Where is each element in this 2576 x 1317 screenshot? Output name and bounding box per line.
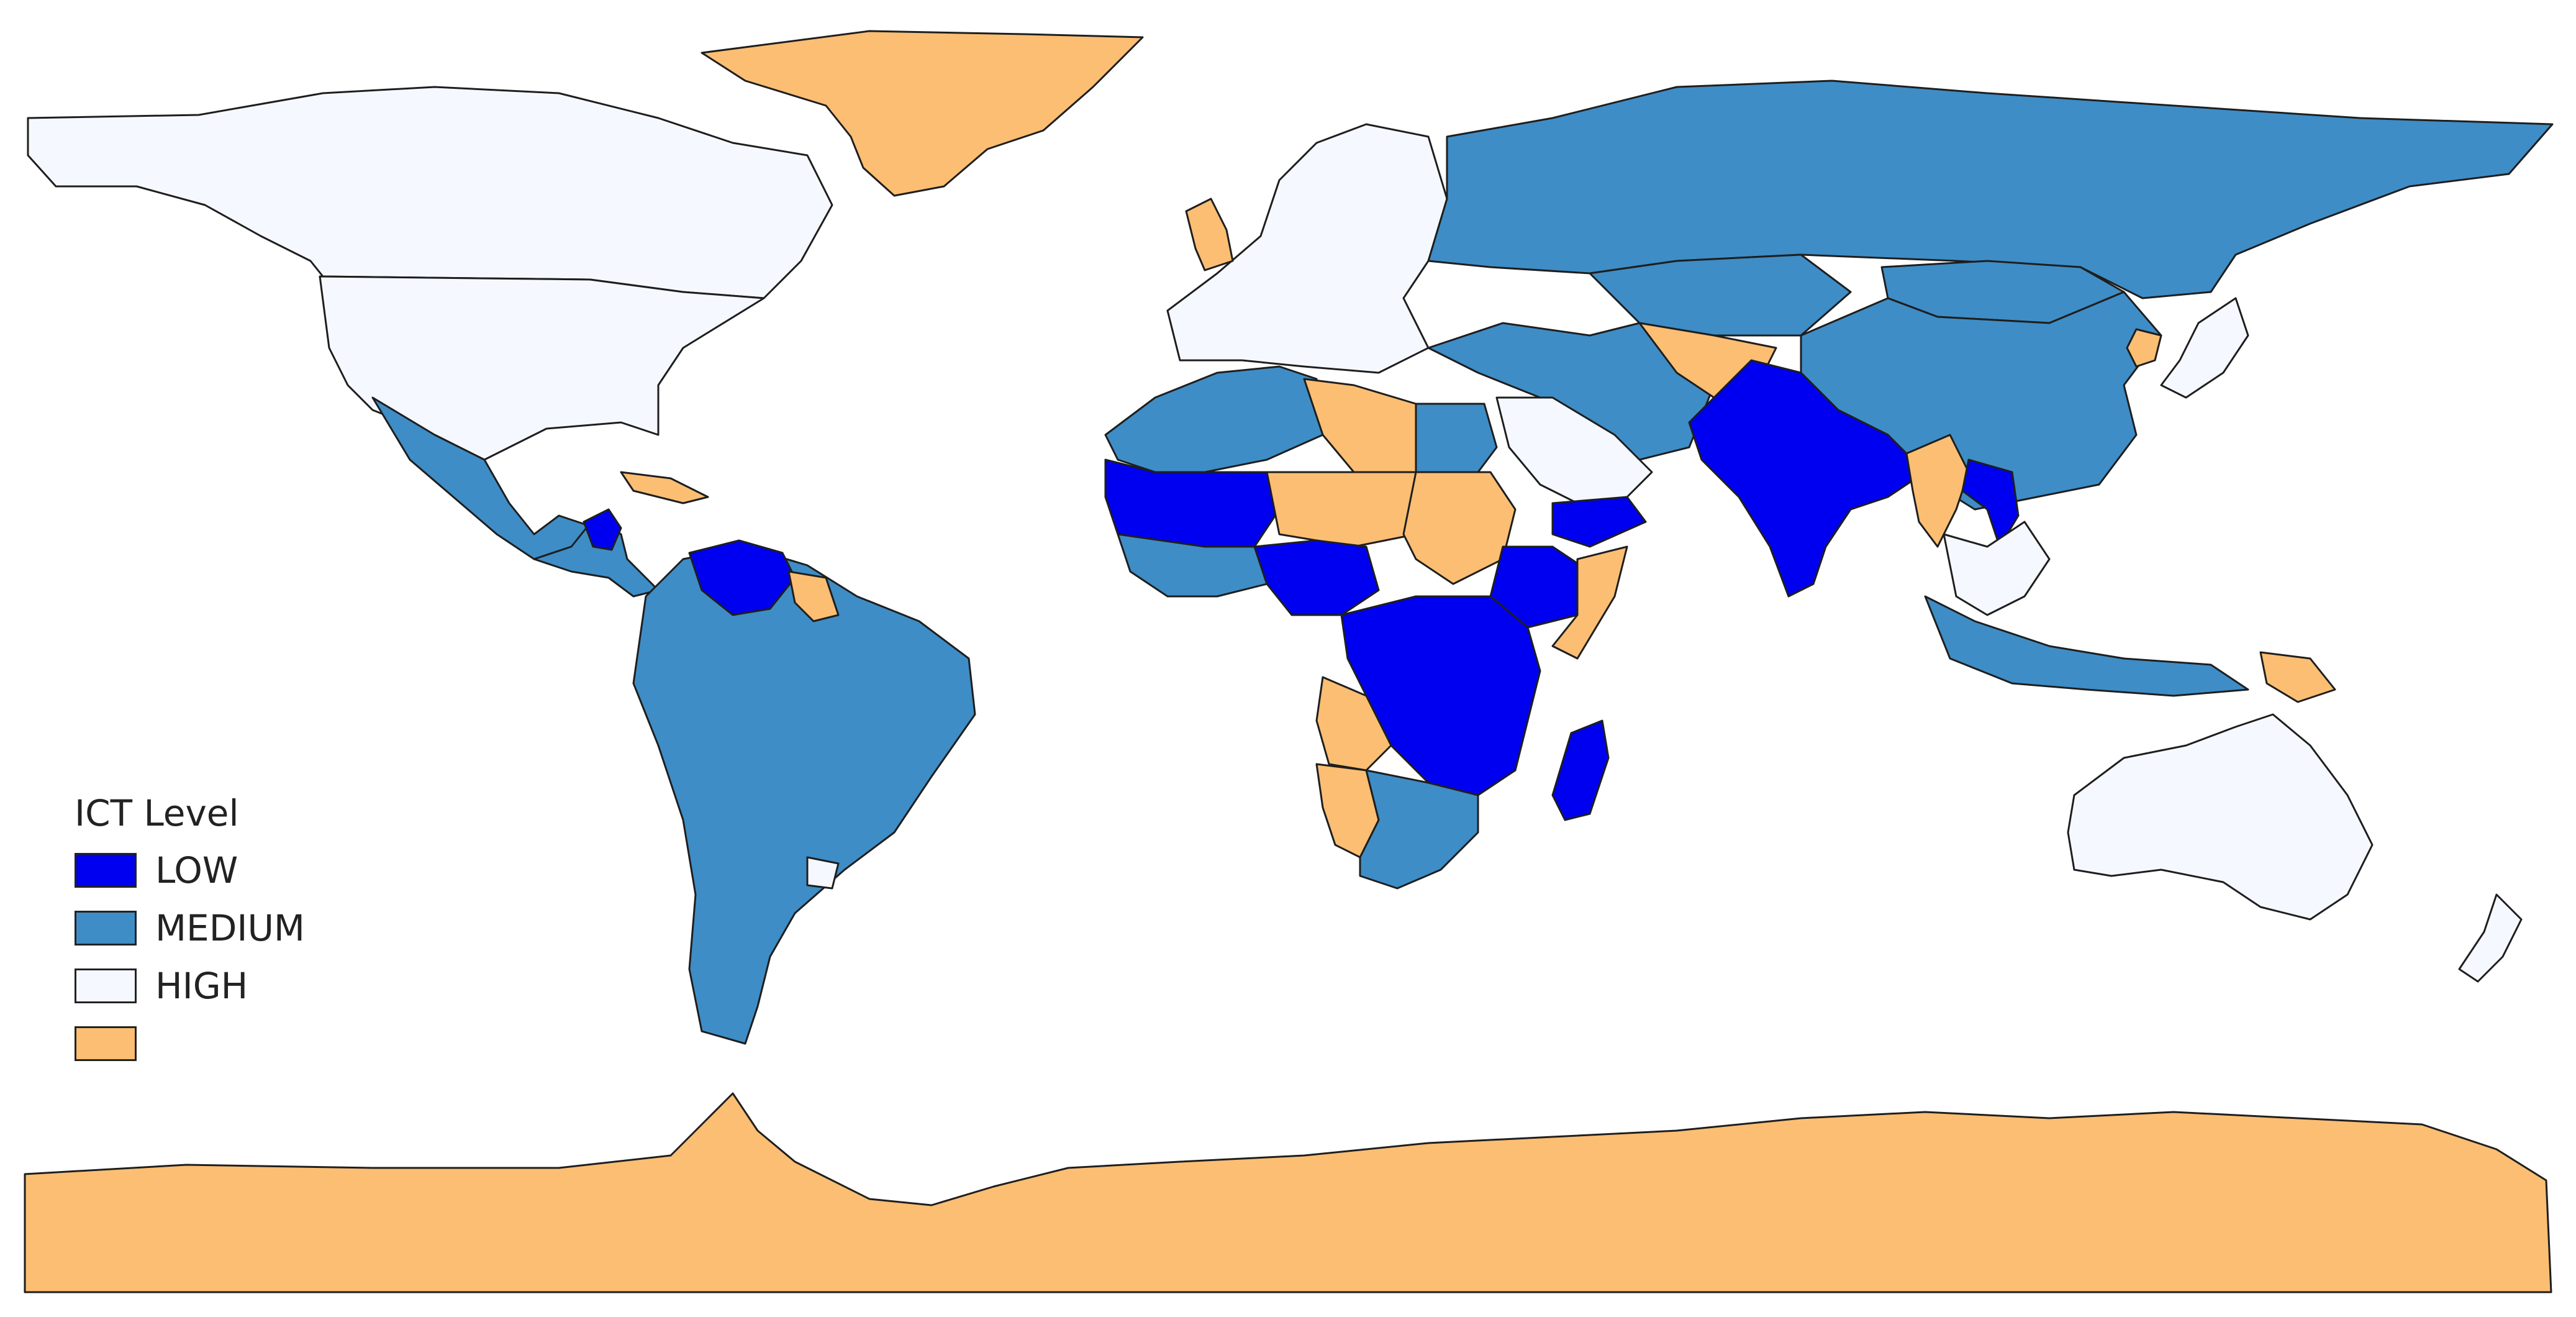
region-southern-africa bbox=[1359, 769, 1479, 890]
region-myanmar bbox=[1905, 434, 1970, 548]
region-guyana-suriname bbox=[787, 570, 840, 622]
legend-item-low: LOW bbox=[75, 848, 305, 893]
legend-label-low: LOW bbox=[155, 849, 238, 891]
region-south-asia bbox=[1688, 359, 1926, 598]
region-south-america bbox=[632, 545, 976, 1045]
legend-item-nodata bbox=[75, 1021, 305, 1066]
region-north-africa bbox=[1104, 365, 1324, 473]
region-new-zealand bbox=[2458, 893, 2523, 983]
region-venezuela bbox=[688, 539, 796, 616]
legend-swatch-medium bbox=[75, 911, 137, 946]
region-egypt bbox=[1415, 403, 1498, 473]
legend-swatch-low bbox=[75, 853, 137, 888]
legend-item-medium: MEDIUM bbox=[75, 906, 305, 950]
region-papua-new-guinea bbox=[2259, 651, 2336, 703]
region-nigeria bbox=[1253, 539, 1380, 616]
region-libya bbox=[1303, 378, 1417, 473]
region-kazakhstan bbox=[1589, 253, 1852, 337]
region-honduras bbox=[583, 508, 622, 551]
region-greenland bbox=[701, 30, 1144, 197]
region-madagascar bbox=[1551, 719, 1610, 821]
legend-label-high: HIGH bbox=[155, 965, 248, 1007]
legend-swatch-nodata bbox=[75, 1026, 137, 1061]
legend-item-high: HIGH bbox=[75, 964, 305, 1008]
region-canada-alaska bbox=[27, 86, 833, 299]
region-united-kingdom bbox=[1185, 198, 1234, 271]
region-west-africa-sahel bbox=[1104, 458, 1281, 548]
legend-swatch-high bbox=[75, 968, 137, 1003]
legend-label-medium: MEDIUM bbox=[155, 907, 305, 949]
region-antarctica bbox=[24, 1092, 2552, 1293]
legend: ICT Level LOW MEDIUM HIGH bbox=[75, 792, 305, 1079]
region-uruguay bbox=[806, 856, 840, 890]
region-united-states bbox=[319, 275, 765, 461]
region-indonesia bbox=[1924, 595, 2249, 697]
region-japan bbox=[2160, 297, 2249, 399]
legend-title: ICT Level bbox=[75, 792, 239, 834]
region-somalia bbox=[1551, 545, 1628, 660]
region-north-korea bbox=[2126, 328, 2162, 368]
region-west-africa-coast bbox=[1117, 533, 1268, 598]
region-sudan bbox=[1402, 471, 1517, 585]
region-australia bbox=[2067, 713, 2374, 921]
region-russia bbox=[1427, 80, 2554, 299]
region-cuba bbox=[620, 471, 709, 504]
region-niger-chad bbox=[1266, 471, 1417, 548]
region-southeast-asia bbox=[1943, 521, 2051, 616]
region-yemen bbox=[1551, 496, 1647, 548]
